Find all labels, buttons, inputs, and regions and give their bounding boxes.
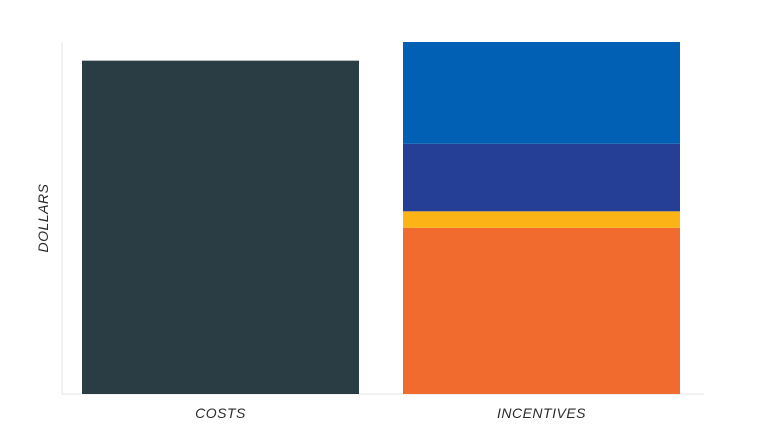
x-tick-label-incentives: INCENTIVES: [497, 405, 586, 421]
x-tick-label-costs: COSTS: [195, 405, 246, 421]
bar-costs-segment-0: [82, 60, 359, 394]
y-axis-title: DOLLARS: [35, 183, 51, 252]
bar-incentives-segment-1: [403, 227, 680, 394]
bar-incentives-segment-2: [403, 211, 680, 228]
bar-incentives-segment-3: [403, 143, 680, 212]
bar-incentives-segment-4: [403, 42, 680, 144]
x-tick-labels: COSTS INCENTIVES: [195, 405, 586, 421]
bars-group: [82, 42, 680, 394]
